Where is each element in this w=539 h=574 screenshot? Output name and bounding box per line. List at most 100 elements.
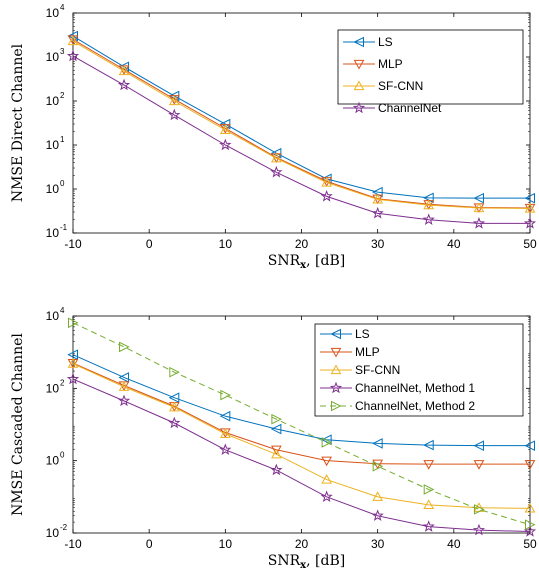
data-point	[371, 206, 384, 219]
data-point	[117, 394, 131, 407]
x-tick-label: 20	[295, 537, 309, 551]
data-point	[423, 460, 435, 470]
y-tick-label: 10	[46, 138, 60, 152]
data-point	[372, 438, 383, 449]
data-point	[372, 460, 384, 472]
x-tick-label: 30	[371, 537, 385, 551]
y-tick-exponent: -1	[60, 223, 68, 232]
y-tick-label: 10	[46, 50, 60, 64]
data-point	[524, 192, 535, 204]
data-point	[271, 413, 282, 425]
legend-label: SF-CNN	[355, 363, 400, 377]
x-tick-label: 0	[146, 237, 153, 251]
x-tick-label: 10	[219, 237, 233, 251]
x-tick-label: 30	[371, 237, 385, 251]
legend-label: ChannelNet, Method 2	[355, 399, 475, 413]
series-line	[72, 362, 530, 465]
data-point	[372, 491, 384, 501]
y-tick-exponent: 4	[60, 306, 65, 315]
series-line	[72, 39, 531, 209]
data-point	[423, 199, 435, 210]
legend-label: LS	[355, 327, 370, 341]
data-point	[472, 217, 486, 229]
data-point	[524, 460, 536, 470]
data-point	[472, 523, 486, 536]
legend-marker	[330, 328, 341, 340]
data-point	[68, 317, 79, 329]
data-point	[422, 520, 435, 532]
data-point	[320, 189, 333, 202]
y-tick-label: 10	[46, 454, 60, 468]
data-point	[118, 65, 130, 76]
data-point	[321, 456, 332, 467]
data-point	[270, 463, 283, 476]
y-tick-exponent: -2	[60, 523, 68, 532]
series-sf-cnn	[67, 35, 536, 213]
x-axis-label: SNRx, [dB]	[268, 253, 345, 271]
x-tick-label: -10	[64, 537, 82, 551]
legend-label: SF-CNN	[378, 79, 423, 93]
data-point	[219, 138, 232, 151]
data-point	[473, 440, 484, 451]
legend-marker	[330, 347, 342, 358]
series-line	[72, 354, 530, 447]
data-point	[320, 490, 333, 503]
data-point	[422, 213, 435, 225]
y-tick-label: 10	[46, 226, 60, 240]
x-tick-label: 40	[447, 237, 461, 251]
data-point	[271, 448, 282, 459]
data-point	[219, 443, 232, 455]
data-point	[119, 341, 130, 353]
data-point	[473, 192, 484, 204]
data-point	[523, 525, 537, 537]
y-tick-exponent: 0	[60, 179, 65, 188]
data-point	[371, 509, 384, 521]
y-axis-label: NMSE Cascaded Channel	[10, 333, 26, 516]
data-point	[524, 202, 536, 213]
data-point	[271, 152, 282, 163]
data-point	[423, 439, 434, 451]
x-tick-label: 0	[146, 537, 153, 551]
x-tick-label: 50	[523, 537, 537, 551]
data-point	[219, 410, 231, 422]
x-axis-label: SNRx, [dB]	[268, 553, 345, 571]
data-point	[270, 423, 282, 435]
legend-marker	[353, 80, 365, 91]
y-tick-label: 10	[46, 526, 60, 540]
data-point	[219, 124, 231, 135]
data-point	[220, 389, 231, 401]
data-point	[270, 165, 283, 178]
data-point	[321, 437, 333, 448]
x-tick-label: 40	[447, 537, 461, 551]
y-tick-exponent: 3	[60, 47, 65, 56]
data-point	[473, 504, 485, 515]
series-sf-cnn	[67, 358, 536, 513]
x-tick-label: 20	[295, 237, 309, 251]
series-line	[72, 378, 531, 532]
data-point	[524, 502, 536, 513]
legend: LS MLP SF-CNN ChannelNet, Method 1 ChannelNe…	[314, 323, 524, 417]
data-point	[321, 177, 332, 187]
data-point	[67, 35, 79, 46]
y-tick-exponent: 2	[60, 91, 65, 100]
y-tick-label: 10	[46, 381, 60, 395]
data-point	[67, 358, 79, 368]
y-tick-label: 10	[46, 309, 60, 323]
data-point	[168, 392, 180, 404]
y-axis-label: NMSE Direct Channel	[10, 43, 26, 202]
data-point	[168, 108, 181, 121]
data-point	[473, 202, 485, 213]
series-channelnet-method-1	[66, 372, 537, 537]
y-tick-label: 10	[46, 6, 60, 20]
data-point	[67, 349, 78, 361]
data-point	[423, 484, 435, 495]
legend-label: MLP	[355, 345, 380, 359]
data-point	[168, 416, 181, 429]
data-point	[219, 428, 231, 438]
series-line	[72, 363, 531, 509]
legend-marker	[331, 400, 342, 412]
data-point	[321, 474, 332, 484]
legend-marker	[353, 36, 364, 48]
legend-label: ChannelNet, Method 1	[355, 381, 475, 395]
